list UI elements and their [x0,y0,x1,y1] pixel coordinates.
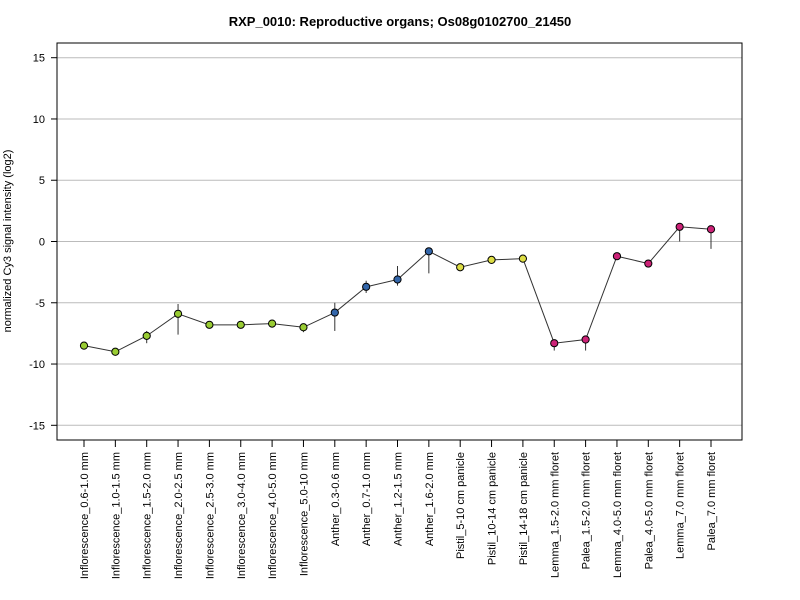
data-point [236,320,245,329]
data-point [173,309,183,318]
y-tick-label: -15 [29,420,45,432]
x-tick-label: Inflorescence_3.0-4.0 mm [236,452,248,579]
data-point [393,275,402,284]
error-bars [146,224,712,351]
data-point [581,335,590,344]
x-tick-label: Pistil_10-14 cm panicle [487,452,499,565]
grid-lines [57,57,742,426]
x-tick-label: Palea_1.5-2.0 mm floret [581,452,593,569]
y-tick-label: 10 [33,114,45,126]
x-tick-label: Anther_0.7-1.0 mm [361,452,373,546]
x-tick-label: Inflorescence_0.6-1.0 mm [79,452,91,579]
data-point [456,263,465,272]
x-tick-label: Pistil_14-18 cm panicle [518,452,530,565]
data-point [268,319,277,328]
data-point [299,323,308,332]
data-point [142,331,151,340]
x-tick-label: Lemma_7.0 mm floret [675,452,687,559]
data-point [111,347,120,356]
x-tick-label: Lemma_4.0-5.0 mm floret [612,452,624,578]
x-tick-label: Inflorescence_2.0-2.5 mm [173,452,185,579]
y-axis: -15 -10 -5 0 5 10 15 [29,53,57,432]
data-point [550,339,559,348]
data-point [675,222,684,231]
data-points [79,222,716,356]
x-tick-label: Inflorescence_1.0-1.5 mm [110,452,122,579]
plot-frame [56,42,743,441]
chart-title: RXP_0010: Reproductive organs; Os08g0102… [229,14,572,29]
x-tick-label: Inflorescence_2.5-3.0 mm [204,452,216,579]
y-axis-label: normalized Cy3 signal intensity (log2) [2,150,14,333]
y-tick-label: 15 [33,53,45,65]
data-point [79,341,89,350]
x-tick-label: Inflorescence_4.0-5.0 mm [267,452,279,579]
data-point [612,252,622,261]
x-tick-label: Palea_7.0 mm floret [706,452,718,550]
x-tick-label: Anther_1.6-2.0 mm [424,452,436,546]
y-tick-label: -10 [29,359,45,371]
x-tick-label: Inflorescence_5.0-10 mm [298,452,310,576]
x-tick-label: Anther_0.3-0.6 mm [330,452,342,546]
data-point [424,247,433,256]
y-tick-label: 5 [39,175,45,187]
x-tick-label: Anther_1.2-1.5 mm [393,452,405,546]
data-point [644,259,653,268]
data-point [487,255,496,264]
data-point [330,308,339,317]
data-point [706,225,716,234]
x-tick-label: Inflorescence_1.5-2.0 mm [142,452,154,579]
data-point [205,320,214,329]
x-tick-label: Lemma_1.5-2.0 mm floret [549,452,561,578]
x-axis: Inflorescence_0.6-1.0 mm Inflorescence_1.… [79,440,718,579]
y-tick-label: 0 [39,237,45,249]
x-tick-label: Pistil_5-10 cm panicle [455,452,467,559]
data-point [362,282,371,291]
x-tick-label: Palea_4.0-5.0 mm floret [643,452,655,569]
data-point [518,254,528,263]
y-tick-label: -5 [35,298,45,310]
